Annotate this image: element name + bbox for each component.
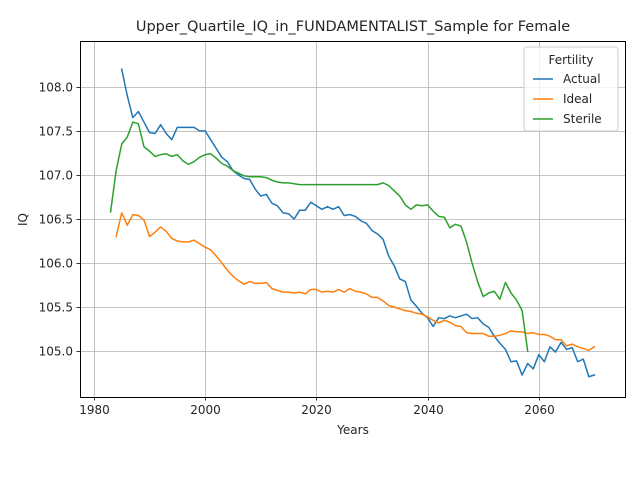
chart-title: Upper_Quartile_IQ_in_FUNDAMENTALIST_Samp… — [136, 19, 570, 35]
series-lines — [109, 68, 596, 378]
y-axis: 105.0 105.5 106.0 106.5 107.0 107.5 108.0 — [39, 81, 80, 359]
x-axis-label: Years — [336, 423, 369, 437]
legend-label-actual: Actual — [563, 72, 601, 86]
x-tick-label: 2000 — [190, 403, 221, 417]
x-tick-label: 2060 — [524, 403, 555, 417]
y-tick-label: 107.5 — [39, 125, 73, 139]
y-tick-label: 106.5 — [39, 213, 73, 227]
legend: Fertility Actual Ideal Sterile — [523, 46, 619, 132]
y-tick-label: 108.0 — [39, 81, 73, 95]
legend-label-sterile: Sterile — [563, 112, 602, 126]
y-axis-label: IQ — [16, 213, 30, 226]
legend-box — [523, 46, 619, 132]
grid-lines — [80, 41, 625, 397]
x-tick-label: 1980 — [79, 403, 110, 417]
plot-area-frame — [80, 41, 626, 398]
legend-entries: Actual Ideal Sterile — [533, 72, 602, 126]
legend-title: Fertility — [548, 53, 593, 67]
series-line-sterile — [109, 121, 529, 353]
series-line-ideal — [115, 212, 596, 352]
y-tick-label: 106.0 — [39, 257, 73, 271]
x-tick-label: 2040 — [413, 403, 444, 417]
y-tick-label: 105.5 — [39, 301, 73, 315]
y-tick-label: 105.0 — [39, 345, 73, 359]
x-axis: 1980 2000 2020 2040 2060 — [79, 397, 555, 417]
series-line-actual — [120, 68, 596, 378]
legend-label-ideal: Ideal — [563, 92, 592, 106]
x-tick-label: 2020 — [301, 403, 332, 417]
y-tick-label: 107.0 — [39, 169, 73, 183]
